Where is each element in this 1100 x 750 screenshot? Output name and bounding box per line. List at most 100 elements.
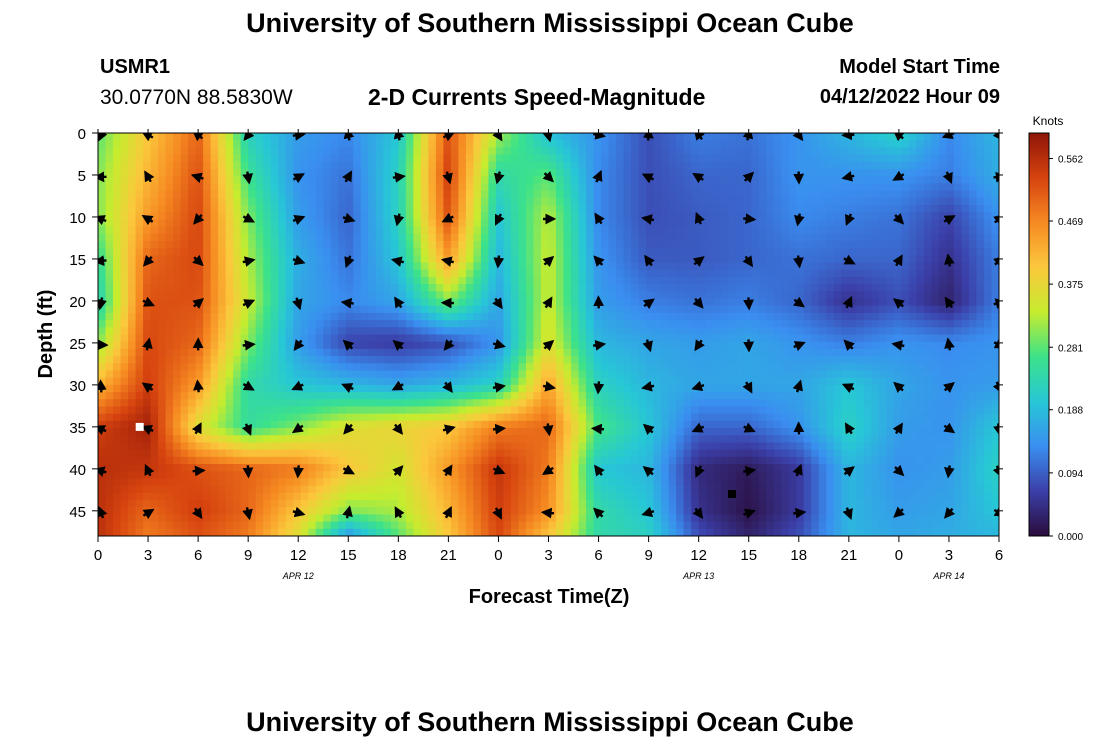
heatmap-cell <box>293 147 302 156</box>
heatmap-cell <box>173 133 182 141</box>
heatmap-cell <box>683 420 692 429</box>
heatmap-cell <box>886 334 895 343</box>
heatmap-cell <box>203 406 212 415</box>
heatmap-cell <box>601 413 610 422</box>
heatmap-cell <box>961 197 970 206</box>
heatmap-cell <box>758 320 767 328</box>
heatmap-cell <box>105 334 114 343</box>
heatmap-cell <box>473 262 482 271</box>
heatmap-cell <box>225 348 234 357</box>
heatmap-cell <box>871 262 880 271</box>
heatmap-cell <box>818 183 827 192</box>
heatmap-cell <box>691 248 700 256</box>
heatmap-cell <box>923 305 933 314</box>
heatmap-cell <box>540 284 550 292</box>
heatmap-cell <box>338 176 347 184</box>
heatmap-cell <box>908 183 918 192</box>
heatmap-cell <box>661 226 670 235</box>
heatmap-cell <box>901 291 910 300</box>
heatmap-cell <box>143 399 152 408</box>
heatmap-cell <box>698 154 707 163</box>
heatmap-cell <box>488 168 497 177</box>
heatmap-cell <box>578 161 587 170</box>
heatmap-cell <box>751 133 760 141</box>
heatmap-cell <box>435 320 444 328</box>
heatmap-cell <box>398 363 407 372</box>
heatmap-cell <box>405 233 414 242</box>
heatmap-cell <box>518 284 527 292</box>
heatmap-cell <box>150 240 159 249</box>
heatmap-cell <box>225 190 234 199</box>
heatmap-cell <box>113 298 122 307</box>
heatmap-cell <box>300 183 309 192</box>
heatmap-cell <box>743 370 752 379</box>
heatmap-cell <box>443 197 452 206</box>
heatmap-cell <box>375 233 384 242</box>
heatmap-cell <box>465 168 475 177</box>
heatmap-cell <box>465 197 475 206</box>
heatmap-cell <box>113 370 122 379</box>
heatmap-cell <box>105 176 114 184</box>
heatmap-cell <box>503 204 512 213</box>
heatmap-cell <box>631 334 640 343</box>
heatmap-cell <box>586 240 595 249</box>
heatmap-cell <box>540 197 550 206</box>
heatmap-cell <box>120 276 129 285</box>
heatmap-cell <box>120 312 129 321</box>
heatmap-cell <box>983 276 993 285</box>
heatmap-cell <box>173 370 182 379</box>
heatmap-cell <box>901 284 910 292</box>
heatmap-cell <box>398 183 407 192</box>
heatmap-cell <box>946 276 955 285</box>
heatmap-cell <box>856 255 865 264</box>
heatmap-cell <box>105 428 114 436</box>
heatmap-cell <box>270 161 279 170</box>
heatmap-cell <box>150 154 159 163</box>
heatmap-cell <box>886 363 895 372</box>
heatmap-cell <box>991 147 999 156</box>
heatmap-cell <box>173 154 182 163</box>
heatmap-cell <box>683 291 692 300</box>
heatmap-cell <box>953 305 963 314</box>
heatmap-cell <box>150 320 159 328</box>
heatmap-cell <box>743 240 752 249</box>
heatmap-cell <box>848 183 857 192</box>
heatmap-cell <box>991 392 999 400</box>
heatmap-cell <box>458 305 467 314</box>
heatmap-cell <box>285 298 294 307</box>
heatmap-cell <box>841 240 850 249</box>
heatmap-cell <box>473 233 482 242</box>
heatmap-cell <box>383 269 392 278</box>
heatmap-cell <box>435 240 444 249</box>
heatmap-cell <box>983 377 993 386</box>
heatmap-cell <box>721 248 730 256</box>
heatmap-cell <box>683 190 692 199</box>
heatmap-cell <box>495 305 505 314</box>
heatmap-cell <box>210 204 219 213</box>
heatmap-cell <box>833 291 842 300</box>
heatmap-cell <box>338 413 347 422</box>
heatmap-cell <box>503 176 512 184</box>
heatmap-cell <box>353 233 362 242</box>
heatmap-cell <box>848 140 857 148</box>
heatmap-cell <box>826 413 835 422</box>
heatmap-cell <box>751 190 760 199</box>
heatmap-cell <box>270 370 279 379</box>
heatmap-cell <box>338 204 347 213</box>
heatmap-cell <box>450 363 459 372</box>
heatmap-cell <box>345 406 354 415</box>
heatmap-cell <box>473 183 482 192</box>
heatmap-cell <box>691 363 700 372</box>
heatmap-cell <box>938 320 948 328</box>
heatmap-cell <box>893 276 902 285</box>
heatmap-cell <box>743 233 752 242</box>
heatmap-cell <box>668 341 677 350</box>
heatmap-cell <box>908 384 918 393</box>
heatmap-cell <box>360 356 369 364</box>
heatmap-cell <box>608 197 617 206</box>
heatmap-cell <box>878 305 887 314</box>
heatmap-cell <box>698 377 707 386</box>
heatmap-cell <box>353 240 362 249</box>
heatmap-cell <box>961 154 970 163</box>
heatmap-cell <box>646 276 655 285</box>
